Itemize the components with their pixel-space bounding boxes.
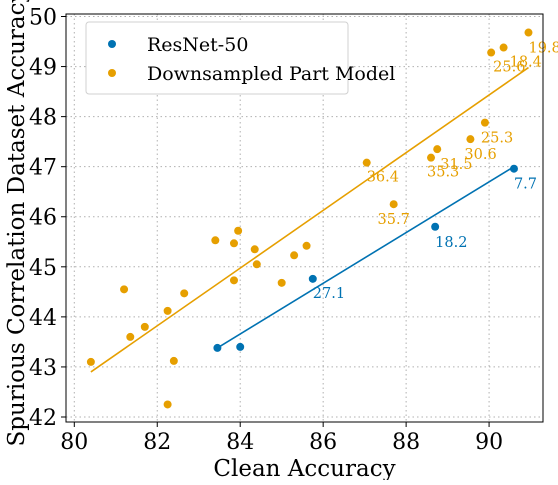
fit-lines	[90, 66, 529, 373]
legend: ResNet-50 Downsampled Part Model	[85, 21, 395, 95]
legend-box	[85, 21, 349, 95]
data-point-series-1	[180, 289, 189, 298]
y-tick-label: 43	[29, 356, 57, 381]
y-tick-label: 44	[29, 306, 57, 331]
data-label-series-0: 27.1	[313, 286, 345, 302]
data-point-series-1	[211, 236, 220, 245]
x-tick-label: 88	[392, 430, 420, 455]
data-point-series-1	[389, 200, 398, 209]
data-point-series-1	[120, 285, 129, 294]
y-axis-title: Spurious Correlation Dataset Accuracy	[4, 0, 30, 446]
data-point-series-1	[433, 145, 442, 154]
data-label-series-1: 18.4	[510, 55, 542, 71]
data-point-series-1	[126, 332, 135, 341]
data-point-series-1	[362, 158, 371, 167]
data-point-series-1	[499, 43, 508, 52]
data-point-series-1	[302, 241, 311, 250]
data-point-series-0	[308, 274, 317, 283]
x-tick-label: 84	[226, 430, 254, 455]
data-point-series-1	[140, 322, 149, 331]
x-tick-label: 86	[309, 430, 337, 455]
data-point-series-1	[229, 239, 238, 248]
y-tick-label: 47	[29, 156, 57, 181]
x-tick-label: 80	[60, 430, 88, 455]
data-point-series-0	[213, 343, 222, 352]
data-point-series-1	[252, 260, 261, 269]
data-label-series-1: 31.5	[440, 157, 472, 173]
x-tick-label: 90	[475, 430, 503, 455]
plot-frame	[65, 13, 544, 423]
legend-label-downsampled-part-model: Downsampled Part Model	[147, 63, 395, 85]
data-point-series-1	[163, 400, 172, 409]
legend-marker-downsampled-part-model	[108, 69, 116, 77]
data-point-series-1	[163, 306, 172, 315]
fit-line-series-1	[90, 66, 529, 373]
y-tick-label: 49	[29, 56, 57, 81]
data-point-series-1	[234, 226, 243, 235]
data-point-series-1	[466, 135, 475, 144]
data-point-series-1	[427, 153, 436, 162]
y-tick-label: 48	[29, 106, 57, 131]
axis-ticks: 80 82 84 86 88 90 42 43 44 45 46 47 48 49 50	[29, 6, 503, 455]
data-point-series-1	[277, 278, 286, 287]
data-point-series-1	[524, 28, 533, 37]
y-tick-label: 50	[29, 6, 57, 31]
data-point-series-0	[509, 164, 518, 173]
data-points	[86, 28, 533, 409]
y-tick-label: 45	[29, 256, 57, 281]
data-label-series-0: 18.2	[435, 235, 467, 251]
y-tick-label: 46	[29, 206, 57, 231]
data-label-series-1: 35.3	[427, 165, 459, 181]
data-label-series-0: 7.7	[514, 177, 537, 193]
data-point-series-1	[487, 48, 496, 57]
data-point-series-1	[250, 245, 259, 254]
data-point-series-1	[169, 356, 178, 365]
data-point-series-1	[86, 357, 95, 366]
x-tick-label: 82	[143, 430, 171, 455]
x-axis-title: Clean Accuracy	[213, 456, 395, 480]
fit-line-series-0	[216, 166, 515, 349]
data-point-series-0	[236, 342, 245, 351]
data-label-series-1: 30.6	[464, 147, 496, 163]
data-point-series-0	[431, 222, 440, 231]
data-point-series-1	[290, 251, 299, 260]
legend-marker-resnet50	[108, 40, 116, 48]
data-point-series-1	[229, 276, 238, 285]
data-labels: 27.1 18.2 7.7 36.4 35.7 35.331.530.625.3 25.61…	[313, 41, 558, 302]
y-tick-label: 42	[29, 406, 57, 431]
data-label-series-1: 36.4	[367, 170, 399, 186]
legend-label-resnet50: ResNet-50	[147, 34, 248, 56]
data-point-series-1	[480, 118, 489, 127]
data-label-series-1: 25.3	[481, 131, 513, 147]
data-label-series-1: 35.7	[378, 212, 410, 228]
data-label-series-1: 25.6	[493, 60, 525, 76]
